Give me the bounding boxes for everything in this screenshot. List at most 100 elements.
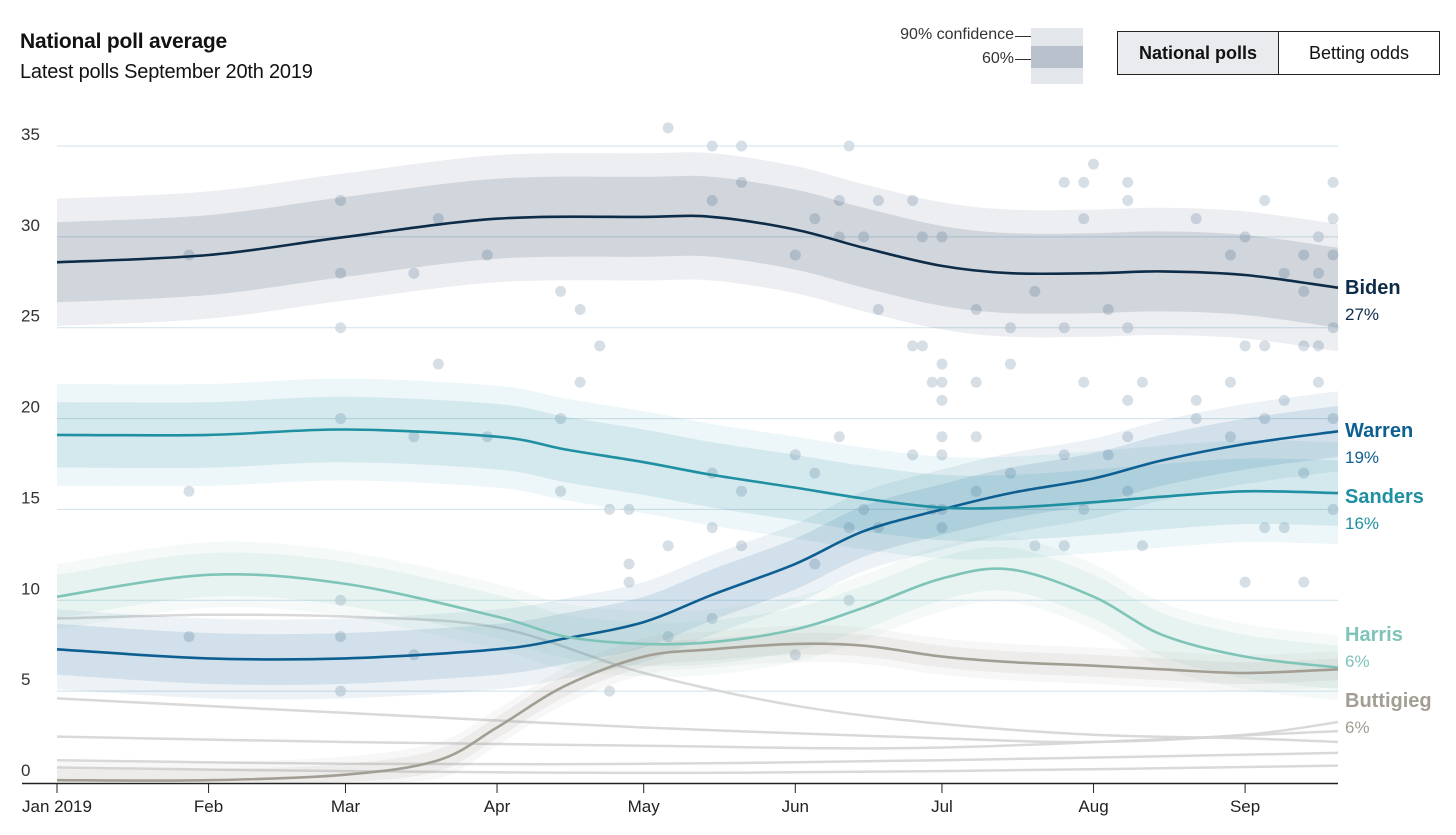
poll-point bbox=[662, 540, 674, 552]
poll-point bbox=[872, 195, 884, 207]
poll-point bbox=[858, 231, 870, 243]
poll-point bbox=[1327, 503, 1339, 515]
poll-point bbox=[1259, 340, 1271, 352]
confidence-60-tick bbox=[1015, 59, 1033, 60]
series-value-label: 27% bbox=[1345, 305, 1379, 324]
poll-point bbox=[843, 522, 855, 534]
poll-point bbox=[809, 558, 821, 570]
poll-point bbox=[1122, 322, 1134, 334]
poll-point bbox=[809, 213, 821, 225]
x-tick-label: Aug bbox=[1078, 797, 1108, 816]
poll-point bbox=[1058, 449, 1070, 461]
poll-point bbox=[555, 285, 567, 297]
poll-point bbox=[623, 558, 635, 570]
poll-point bbox=[594, 340, 606, 352]
confidence-band-60 bbox=[57, 632, 1338, 783]
y-tick-label: 35 bbox=[21, 125, 40, 144]
poll-point bbox=[1298, 249, 1310, 261]
y-tick-label: 10 bbox=[21, 579, 40, 598]
poll-point bbox=[335, 322, 347, 334]
poll-point bbox=[1327, 249, 1339, 261]
poll-point bbox=[408, 267, 420, 279]
poll-point bbox=[1312, 340, 1324, 352]
poll-point bbox=[1190, 413, 1202, 425]
poll-point bbox=[335, 413, 347, 425]
poll-point bbox=[1298, 340, 1310, 352]
confidence-band-60 bbox=[57, 175, 1338, 328]
poll-point bbox=[1224, 249, 1236, 261]
y-tick-label: 5 bbox=[21, 670, 30, 689]
poll-point bbox=[1136, 540, 1148, 552]
poll-point bbox=[1327, 413, 1339, 425]
poll-point bbox=[907, 195, 919, 207]
poll-point bbox=[706, 195, 718, 207]
series-line bbox=[56, 214, 1339, 289]
poll-point bbox=[432, 213, 444, 225]
poll-point bbox=[1029, 540, 1041, 552]
poll-point bbox=[1190, 394, 1202, 406]
series-value-label: 19% bbox=[1345, 448, 1379, 467]
poll-point bbox=[833, 431, 845, 443]
series-line bbox=[56, 430, 1339, 661]
poll-point bbox=[1259, 413, 1271, 425]
poll-point bbox=[916, 340, 928, 352]
data-source-toggle: National polls Betting odds bbox=[1117, 31, 1440, 75]
betting-odds-button[interactable]: Betting odds bbox=[1308, 42, 1410, 63]
poll-point bbox=[1122, 485, 1134, 497]
poll-point bbox=[1122, 431, 1134, 443]
poll-point bbox=[335, 594, 347, 606]
poll-point bbox=[555, 413, 567, 425]
series-name-label: Biden bbox=[1345, 277, 1401, 299]
confidence-band-90 bbox=[57, 152, 1338, 352]
series-lines: Biden 27% Warren 19% Sanders 16% Harris 6% Butti… bbox=[56, 214, 1432, 782]
poll-point bbox=[907, 449, 919, 461]
x-tick-label: Jan 2019 bbox=[22, 797, 92, 816]
poll-point bbox=[789, 449, 801, 461]
poll-point bbox=[1004, 467, 1016, 479]
other-candidate-line bbox=[56, 751, 1339, 766]
x-tick-label: Sep bbox=[1230, 797, 1260, 816]
poll-point bbox=[335, 195, 347, 207]
poll-point bbox=[662, 631, 674, 643]
poll-point bbox=[1239, 576, 1251, 588]
poll-point bbox=[1190, 213, 1202, 225]
poll-point bbox=[809, 467, 821, 479]
x-tick-label: Jul bbox=[931, 797, 953, 816]
poll-point bbox=[1278, 522, 1290, 534]
poll-point bbox=[603, 503, 615, 515]
poll-point bbox=[833, 195, 845, 207]
national-polls-button[interactable]: National polls bbox=[1118, 32, 1279, 74]
poll-point bbox=[1058, 540, 1070, 552]
confidence-band-60 bbox=[57, 396, 1338, 542]
confidence-band-60 bbox=[57, 405, 1338, 686]
poll-point bbox=[1078, 503, 1090, 515]
x-tick-label: Feb bbox=[194, 797, 223, 816]
poll-point bbox=[481, 249, 493, 261]
poll-point bbox=[603, 685, 615, 697]
poll-point bbox=[1327, 213, 1339, 225]
poll-point bbox=[970, 485, 982, 497]
poll-point bbox=[1122, 176, 1134, 188]
confidence-60-swatch bbox=[1031, 46, 1083, 68]
poll-point bbox=[706, 612, 718, 624]
poll-point bbox=[736, 140, 748, 152]
confidence-band-90 bbox=[57, 625, 1338, 783]
poll-point bbox=[789, 249, 801, 261]
poll-point bbox=[1312, 267, 1324, 279]
confidence-90-label: 90% confidence bbox=[900, 26, 1014, 43]
poll-point bbox=[623, 503, 635, 515]
poll-point bbox=[662, 122, 674, 134]
series-value-label: 6% bbox=[1345, 652, 1370, 671]
poll-point bbox=[936, 231, 948, 243]
poll-point bbox=[335, 631, 347, 643]
poll-point bbox=[858, 503, 870, 515]
poll-point bbox=[1136, 376, 1148, 388]
x-tick-label: Jun bbox=[782, 797, 809, 816]
x-tick-label: Apr bbox=[484, 797, 511, 816]
poll-point bbox=[936, 449, 948, 461]
poll-point bbox=[1312, 376, 1324, 388]
poll-point bbox=[936, 358, 948, 370]
series-name-label: Warren bbox=[1345, 420, 1413, 442]
poll-point bbox=[926, 376, 938, 388]
